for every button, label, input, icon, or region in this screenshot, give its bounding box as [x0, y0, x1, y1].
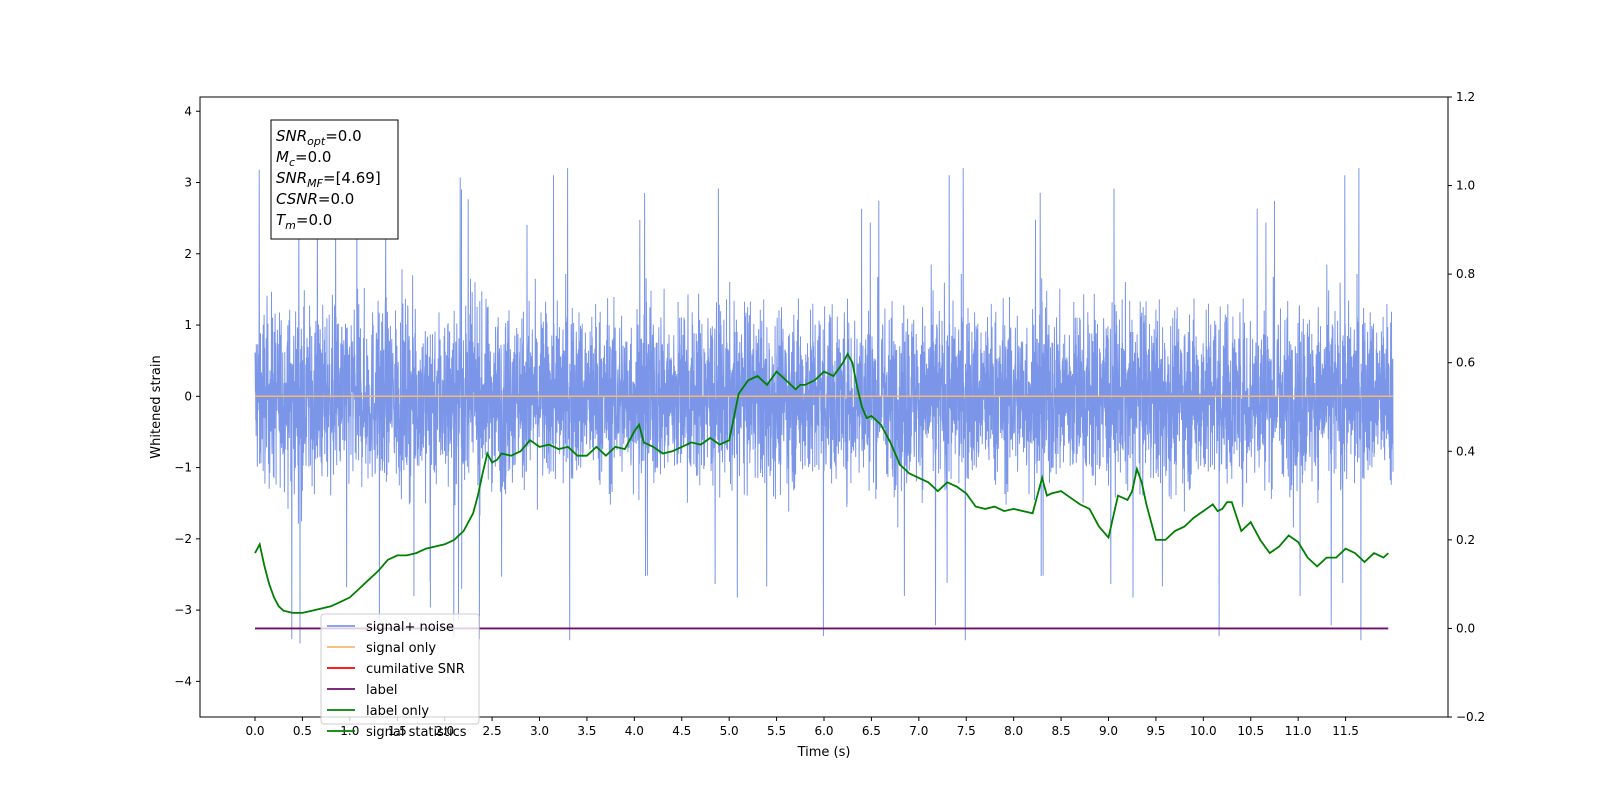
- x-tick-label: 9.0: [1099, 724, 1118, 738]
- y2-tick-label: 0.8: [1456, 267, 1475, 281]
- y2-tick-label: 1.2: [1456, 90, 1475, 104]
- annotation-value: =0.0: [295, 148, 331, 166]
- x-tick-label: 8.5: [1052, 724, 1071, 738]
- annotation-line: Tm=0.0: [276, 211, 332, 232]
- series-layer: [254, 168, 1394, 644]
- x-tick-label: 5.0: [720, 724, 739, 738]
- annotation-symbol: SNR: [276, 169, 307, 187]
- x-tick-label: 0.5: [293, 724, 312, 738]
- y2-tick-label: 0.4: [1456, 444, 1475, 458]
- annotation-line: SNRMF=[4.69]: [276, 169, 381, 190]
- y-tick-label: −4: [174, 674, 192, 688]
- y2-tick-label: 0.6: [1456, 356, 1475, 370]
- series-line-signal-noise: [254, 168, 1394, 644]
- annotation-symbol: SNR: [276, 127, 307, 145]
- annotation-line: CSNR=0.0: [276, 190, 354, 208]
- x-tick-label: 7.0: [909, 724, 928, 738]
- series-line-signal-statistics: [254, 351, 1389, 614]
- x-tick-label: 8.0: [1004, 724, 1023, 738]
- legend-entry: signal+ noise: [366, 620, 454, 635]
- annotation-line: Mc=0.0: [276, 148, 331, 169]
- y2-tick-label: −0.2: [1456, 710, 1485, 724]
- y-tick-label: 4: [184, 104, 192, 118]
- x-tick-label: 2.5: [483, 724, 502, 738]
- x-axis-ticks: 0.0 0.5 1.0 1.5 2.0 2.5 3.0 3.5 4.0 4.5 5.0 5.5 6.0 6…: [245, 717, 1359, 738]
- annotation-value: =[4.69]: [323, 169, 381, 187]
- legend-entry: signal statistics: [366, 725, 467, 740]
- y2-tick-label: 0.2: [1456, 533, 1475, 547]
- annotation-value: =0.0: [325, 127, 361, 145]
- x-tick-label: 4.5: [672, 724, 691, 738]
- legend-frame: [320, 613, 480, 725]
- x-tick-label: 5.5: [767, 724, 786, 738]
- annotation-subscript: MF: [307, 177, 323, 190]
- annotation-value: =0.0: [318, 190, 354, 208]
- y-axis-label: Whitened strain: [149, 355, 164, 458]
- x-tick-label: 6.5: [862, 724, 881, 738]
- annotation-symbol: T: [276, 211, 287, 229]
- y-tick-label: 0: [184, 389, 192, 403]
- y-tick-label: 1: [184, 318, 192, 332]
- x-tick-label: 3.5: [577, 724, 596, 738]
- x-tick-label: 11.5: [1332, 724, 1359, 738]
- annotation-subscript: c: [289, 156, 295, 169]
- x-tick-label: 4.0: [625, 724, 644, 738]
- y2-tick-label: 0.0: [1456, 621, 1475, 635]
- y-tick-label: 3: [184, 176, 192, 190]
- y-tick-label: −1: [174, 461, 192, 475]
- x-tick-label: 10.0: [1190, 724, 1217, 738]
- legend: signal+ noise signal only cumilative SNR la…: [320, 613, 480, 740]
- annotation-symbol: CSNR: [276, 190, 318, 208]
- annotation-box: SNRopt=0.0Mc=0.0SNRMF=[4.69]CSNR=0.0Tm=0…: [270, 119, 399, 240]
- x-tick-label: 2.0: [435, 724, 454, 738]
- x-tick-label: 9.5: [1146, 724, 1165, 738]
- x-tick-label: 1.5: [388, 724, 407, 738]
- x-tick-label: 7.5: [957, 724, 976, 738]
- legend-entry: label: [366, 683, 397, 698]
- y-tick-label: 2: [184, 247, 192, 261]
- annotation-subscript: m: [285, 219, 296, 232]
- x-tick-label: 6.0: [814, 724, 833, 738]
- legend-entry: label only: [366, 704, 429, 719]
- y2-tick-label: 1.0: [1456, 179, 1475, 193]
- x-axis-label: Time (s): [797, 745, 851, 760]
- legend-entry: signal only: [366, 641, 436, 656]
- x-tick-label: 10.5: [1237, 724, 1264, 738]
- annotation-subscript: opt: [307, 135, 326, 148]
- y2-axis-ticks: 1.2 1.0 0.8 0.6 0.4 0.2 0.0 −0.2: [1448, 90, 1485, 724]
- y-tick-label: −3: [174, 603, 192, 617]
- legend-entry: cumilative SNR: [366, 662, 465, 677]
- annotation-symbol: M: [276, 148, 289, 166]
- x-tick-label: 11.0: [1285, 724, 1312, 738]
- x-tick-label: 0.0: [245, 724, 264, 738]
- x-tick-label: 3.0: [530, 724, 549, 738]
- y-axis-ticks: 4 3 2 1 0 −1 −2 −3 −4: [174, 104, 200, 688]
- y-tick-label: −2: [174, 532, 192, 546]
- annotation-frame: [270, 119, 399, 240]
- annotation-value: =0.0: [296, 211, 332, 229]
- annotation-line: SNRopt=0.0: [276, 127, 362, 148]
